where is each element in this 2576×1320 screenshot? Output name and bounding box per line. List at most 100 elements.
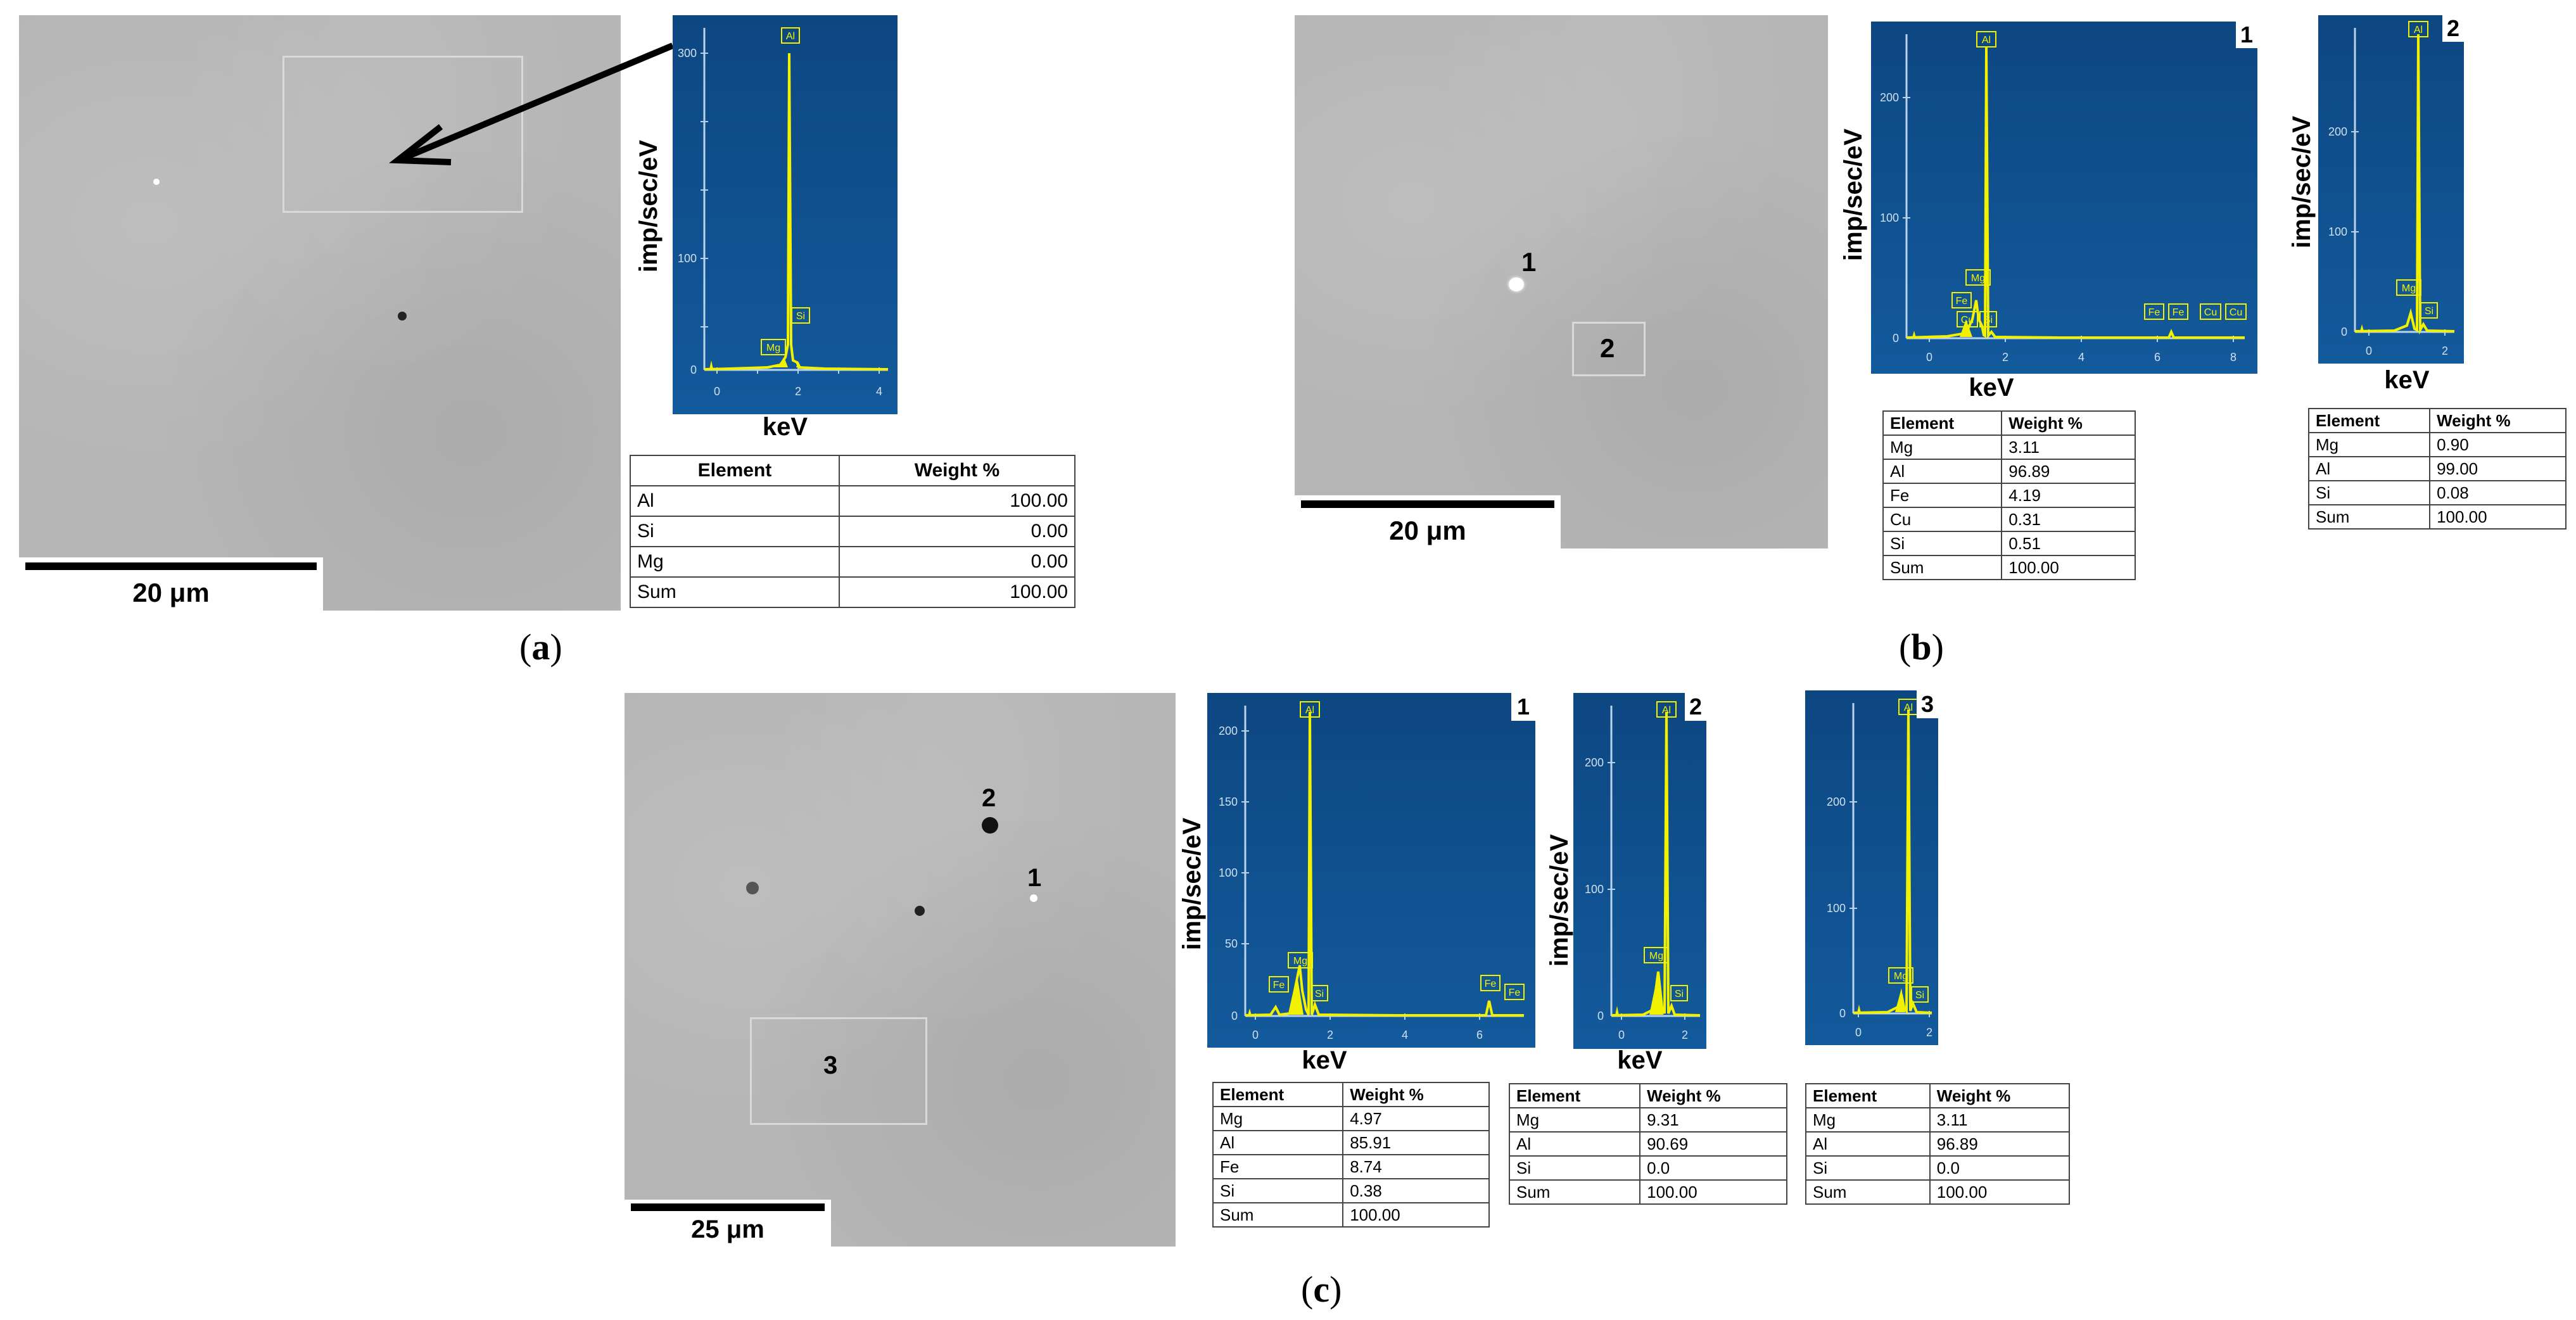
spectrum-number-c1: 1 [1511, 693, 1535, 721]
ytick: 150 [1219, 796, 1238, 808]
peak-label-Fe: Fe [2148, 307, 2160, 318]
point-label-1: 1 [1027, 864, 1042, 892]
ytick: 200 [1880, 91, 1899, 104]
xtick: 2 [1682, 1029, 1688, 1041]
point-label-1: 1 [1521, 247, 1537, 277]
caption-c: (c) [1301, 1269, 1342, 1310]
peak-label-Mg: Mg [2402, 283, 2416, 294]
sem-image-c: 2 1 3 25 μm [625, 693, 1176, 1247]
peak-label-Si: Si [1675, 989, 1684, 1000]
table-row: Mg 0.90 [2307, 432, 2566, 457]
ytick: 100 [1219, 866, 1238, 879]
spectrum-number-b1: 1 [2236, 22, 2257, 48]
ytick: 0 [1231, 1010, 1238, 1022]
spectrum-xlabel-c1: keV [1302, 1046, 1347, 1074]
peak-label-Al: Al [2414, 25, 2423, 35]
peak-label-Mg: Mg [1293, 956, 1307, 967]
ytick: 100 [1827, 902, 1846, 915]
table-row: Mg 3.11 [1805, 1107, 2071, 1133]
bright-particle-1 [1509, 277, 1524, 291]
peak-label-Fe: Fe [1273, 980, 1285, 991]
ytick: 0 [1839, 1007, 1846, 1020]
table-row: Al 96.89 [1882, 459, 2136, 484]
peak-label-Mg: Mg [1649, 951, 1663, 961]
scale-bar-a: 20 μm [19, 557, 323, 611]
dark-particle [746, 882, 759, 894]
caption-b: (b) [1899, 626, 1944, 668]
table-row: Mg 9.31 [1508, 1107, 1787, 1133]
table-row: Sum 100.00 [630, 576, 1076, 608]
peak-label-Fe: Fe [1485, 979, 1497, 989]
sem-image-b: 1 2 20 μm [1295, 15, 1828, 549]
spectrum-xlabel-b1: keV [1969, 374, 2014, 402]
spectrum-c3: 200 100 0 0 2 Al Mg Si 3 [1805, 690, 1938, 1045]
table-row: Al 100.00 [630, 485, 1076, 517]
xtick: 2 [1327, 1029, 1333, 1041]
xtick: 4 [876, 385, 882, 398]
dark-particle [915, 906, 925, 916]
ytick: 200 [2328, 125, 2347, 138]
sem-image-a: 20 μm [19, 15, 621, 611]
peak-label-Si: Si [1915, 990, 1924, 1001]
spectrum-xlabel-a: keV [762, 413, 808, 441]
peak-label-Si: Si [2425, 306, 2433, 317]
peak-label-Al: Al [1904, 702, 1913, 713]
bright-particle-1 [1030, 894, 1037, 902]
dark-particle [398, 312, 407, 320]
spectrum-ylabel-c2: imp/sec/eV [1545, 834, 1573, 967]
peak-label-Cu: Cu [2230, 307, 2242, 318]
peak-label-Cu: Cu [2204, 307, 2217, 318]
ytick: 200 [1219, 725, 1238, 737]
spectrum-c1: 200 150 100 50 0 0 2 4 6 Al Mg Fe Si Fe … [1207, 693, 1535, 1048]
table-row: Al 85.91 [1212, 1130, 1490, 1155]
peak-label-Si: Si [796, 311, 805, 322]
spectrum-number-c3: 3 [1917, 690, 1938, 718]
scale-bar-c: 25 μm [625, 1200, 831, 1247]
eds-table-b2: Element Weight % Mg 0.90 Al 99.00 Si 0.08 Su… [2307, 408, 2566, 530]
xtick: 4 [1402, 1029, 1408, 1041]
eds-table-c1: Element Weight % Mg 4.97 Al 85.91 Fe 8.74 Si… [1212, 1082, 1490, 1228]
ytick: 100 [678, 252, 697, 265]
roi-box-a [282, 56, 523, 213]
ytick: 100 [1585, 883, 1604, 896]
xtick: 2 [1926, 1026, 1932, 1039]
ytick: 50 [1225, 937, 1238, 950]
peak-label-Al: Al [1305, 705, 1314, 716]
roi-box-2 [1572, 322, 1646, 376]
table-row: Si 0.51 [1882, 531, 2136, 556]
spectrum-ylabel-a: imp/sec/eV [635, 139, 663, 272]
eds-table-c3: Element Weight % Mg 3.11 Al 96.89 Si 0.0 Sum… [1805, 1083, 2071, 1205]
roi-box-3 [750, 1017, 927, 1125]
point-label-3: 3 [823, 1051, 838, 1079]
peak-label-Si: Si [1984, 315, 1993, 326]
peak-label-Mg: Mg [1894, 971, 1908, 982]
peak-label-Fe: Fe [1509, 987, 1521, 998]
xtick: 6 [1476, 1029, 1483, 1041]
peak-label-Si: Si [1315, 989, 1324, 1000]
table-row: Al 99.00 [2307, 456, 2566, 481]
table-row: Mg 0.00 [630, 546, 1076, 578]
table-row: Si 0.08 [2307, 480, 2566, 505]
spectrum-b1: 200 100 0 0 2 4 6 8 Al Mg Fe Cu Si Fe Fe… [1871, 22, 2257, 374]
ytick: 100 [1880, 212, 1899, 224]
xtick: 4 [2078, 351, 2084, 364]
xtick: 0 [1855, 1026, 1862, 1039]
table-row: Sum 100.00 [1212, 1202, 1490, 1228]
table-row: Si 0.0 [1508, 1155, 1787, 1181]
point-label-2: 2 [982, 784, 996, 812]
xtick: 2 [2002, 351, 2008, 364]
table-row: Si 0.0 [1805, 1155, 2071, 1181]
spectrum-number-c2: 2 [1685, 693, 1706, 721]
peak-label-Mg: Mg [766, 343, 780, 353]
spectrum-ylabel-c1: imp/sec/eV [1178, 817, 1206, 950]
xtick: 0 [1926, 351, 1932, 364]
xtick: 0 [1618, 1029, 1625, 1041]
table-row: Si 0.00 [630, 516, 1076, 547]
ytick: 0 [2341, 326, 2347, 338]
xtick: 6 [2154, 351, 2160, 364]
spectrum-ylabel-b1: imp/sec/eV [1839, 128, 1867, 261]
table-row: Fe 8.74 [1212, 1154, 1490, 1179]
scale-bar-b: 20 μm [1295, 495, 1561, 549]
ytick: 100 [2328, 225, 2347, 238]
table-row: Si 0.38 [1212, 1178, 1490, 1203]
